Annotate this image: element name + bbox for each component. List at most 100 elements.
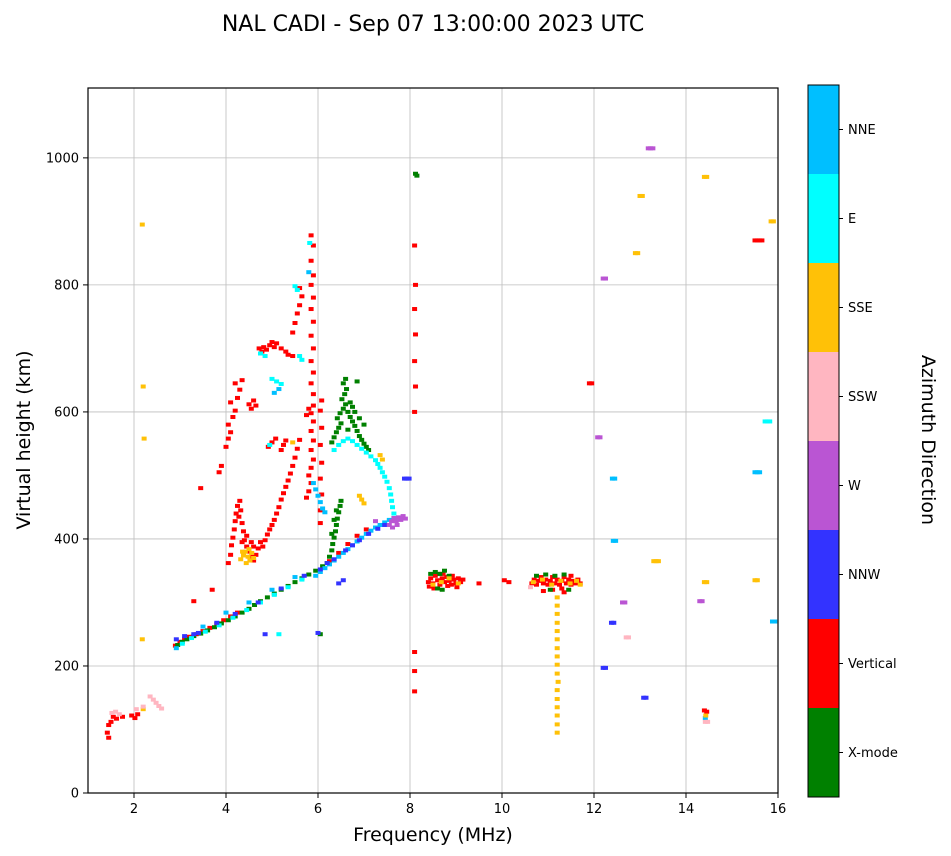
data-point [297,303,303,308]
data-point [414,173,420,178]
data-point [384,479,390,484]
data-point [356,493,362,498]
data-point [243,561,249,566]
series-SSE [139,174,776,735]
data-point [402,516,408,521]
data-point [626,635,631,640]
y-tick-label: 1000 [46,151,79,166]
data-point [554,688,560,693]
data-point [554,713,560,718]
data-point [310,346,316,351]
data-point [294,446,300,451]
data-point [573,581,579,586]
series-NNE [173,270,778,721]
data-point [225,561,231,566]
colorbar-tick-label-X-mode: X-mode [848,746,898,761]
data-point [554,637,560,642]
data-point [283,484,289,489]
data-point [377,465,383,470]
data-point [106,735,112,740]
data-point [431,586,437,591]
data-point [561,590,567,595]
x-tick-label: 16 [770,802,787,817]
data-point [343,402,349,407]
data-point [306,489,312,494]
data-point [290,330,296,335]
x-tick-label: 12 [586,802,603,817]
data-point [359,497,365,502]
data-point [184,637,190,642]
data-point [304,495,309,500]
data-point [225,618,231,623]
data-point [230,615,236,620]
data-point [285,585,291,590]
data-point [552,581,558,586]
data-point [391,515,397,520]
data-point [276,505,282,510]
data-point [294,311,300,316]
colorbar-block-SSE [808,263,839,353]
data-point [330,542,336,547]
data-point [244,544,250,549]
data-point [543,577,549,582]
data-point [347,400,353,405]
data-point [354,533,360,538]
data-point [398,517,404,522]
data-point [412,669,418,674]
data-point [449,573,455,578]
data-point [342,392,348,397]
data-point [437,571,443,576]
data-point [705,719,711,724]
data-point [237,498,243,503]
data-point [258,540,263,545]
data-point [412,359,418,364]
data-point [361,501,367,506]
data-point [287,471,293,476]
data-point [175,643,181,648]
data-point [308,448,314,453]
data-point [262,632,268,637]
data-point [413,384,419,389]
data-point [567,581,573,586]
data-point [377,453,383,458]
data-point [317,521,323,526]
data-point [386,522,392,527]
data-point [390,505,396,510]
data-point [439,576,445,581]
chart-title: NAL CADI - Sep 07 13:00:00 2023 UTC [221,12,645,37]
data-point [315,493,321,498]
data-point [246,402,252,407]
data-point [292,284,298,289]
data-point [283,349,289,354]
data-point [570,578,576,583]
data-point [173,646,179,651]
data-point [554,697,560,701]
data-point [577,582,583,587]
data-point [476,581,482,586]
data-point [310,243,316,248]
data-point [135,712,141,717]
colorbar-block-SSW [808,352,839,442]
data-point [561,575,567,580]
data-point [278,346,284,351]
data-point [554,722,560,727]
colorbar-tick-label-SSE: SSE [848,301,873,316]
data-point [506,580,512,585]
data-point [388,492,394,497]
data-point [310,403,316,408]
data-point [412,243,418,248]
data-point [228,552,234,557]
data-point [340,406,346,411]
plot-border [87,87,779,794]
data-point [189,636,194,641]
data-point [264,595,270,600]
y-axis: 0 200 400 600 800 1000 [46,151,88,802]
data-point [350,439,355,444]
data-point [338,498,344,503]
data-point [249,550,255,555]
data-point [139,222,145,227]
data-point [432,569,438,574]
data-point [267,442,273,447]
data-point [262,538,268,543]
data-point [308,359,314,364]
